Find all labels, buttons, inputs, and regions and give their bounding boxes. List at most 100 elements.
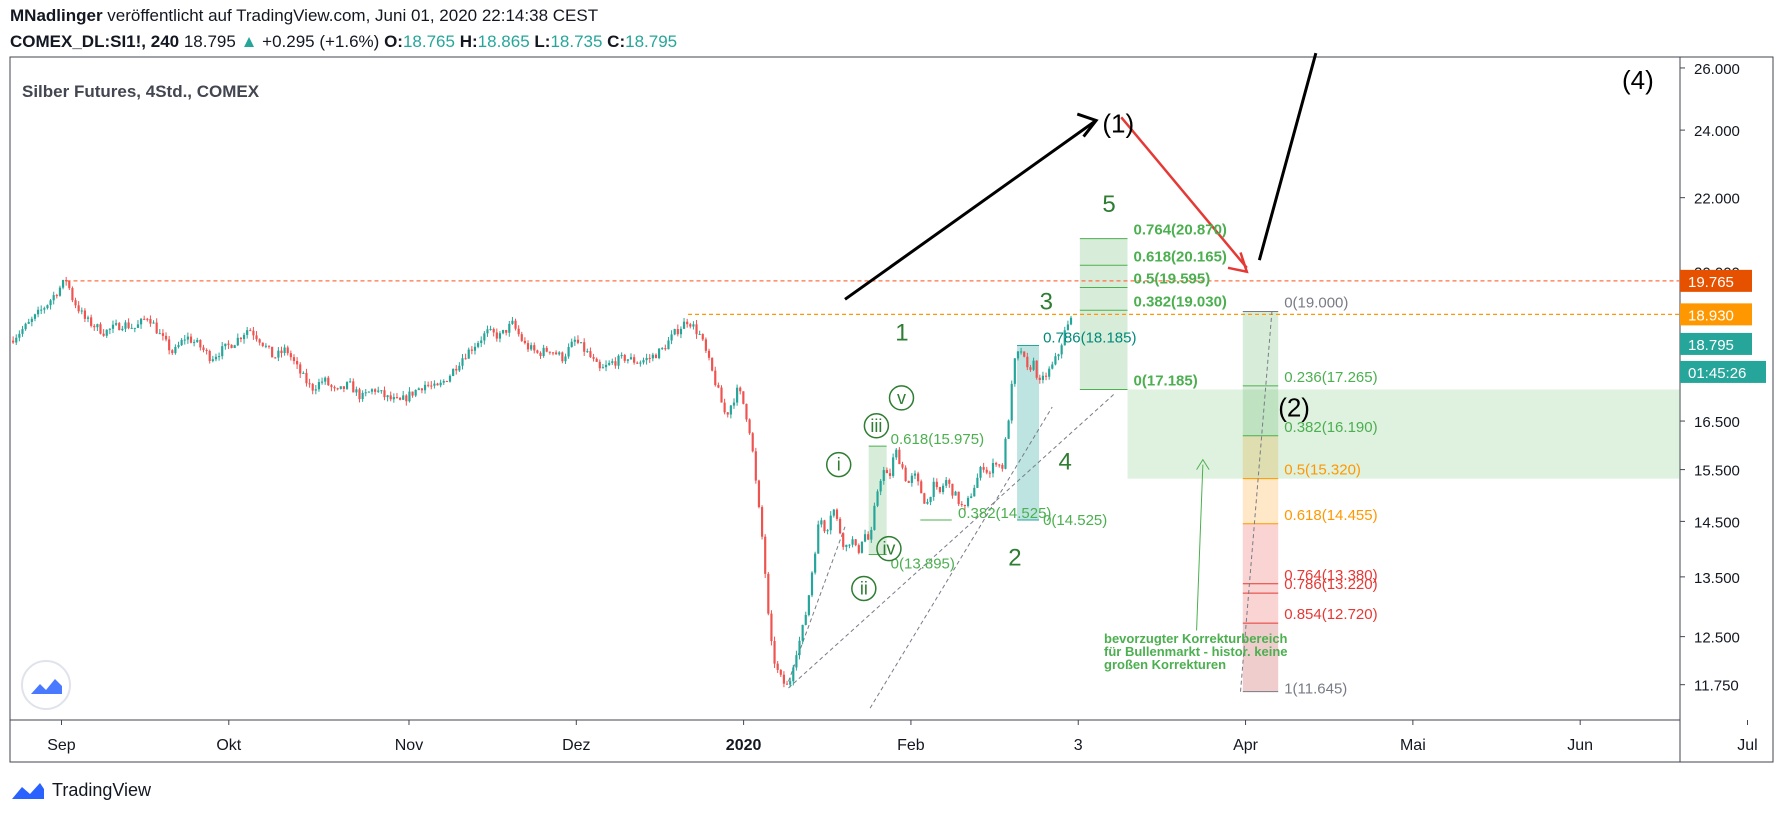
candle-body <box>938 487 942 493</box>
candle-body <box>146 318 149 320</box>
candle-body <box>327 377 330 386</box>
wave-1-arrowhead <box>1076 112 1099 138</box>
candle-body <box>96 324 99 328</box>
tradingview-brand[interactable]: TradingView <box>52 779 152 800</box>
candle-body <box>71 288 74 301</box>
candle-body <box>686 321 689 325</box>
candle-body <box>227 343 230 345</box>
candle-body <box>433 383 436 386</box>
candle-body <box>90 317 93 326</box>
candle-body <box>392 397 395 400</box>
candle-body <box>801 624 804 641</box>
wave-label-minor-2: 2 <box>1008 544 1021 571</box>
candle-body <box>271 346 274 358</box>
candle-body <box>255 335 258 340</box>
candle-body <box>732 402 736 406</box>
candle-body <box>945 480 948 486</box>
fib-ext-small-label: 0.382(14.525) <box>958 505 1051 522</box>
candle-body <box>267 345 271 347</box>
x-tick-label: Okt <box>216 737 241 754</box>
candle-body <box>105 329 108 336</box>
candle-body <box>358 389 361 400</box>
candle-body <box>121 328 124 331</box>
candle-body <box>299 364 302 374</box>
candle-body <box>626 359 629 361</box>
wave-circle <box>888 385 915 411</box>
candle-body <box>520 334 523 341</box>
candle-body <box>595 358 598 362</box>
low-label: L: <box>534 32 551 51</box>
candle-body <box>867 534 870 540</box>
publish-text: veröffentlicht auf TradingView.com, Juni… <box>107 6 599 25</box>
y-tick-label: 13.500 <box>1694 570 1740 587</box>
wave-label-2: (2) <box>1278 392 1310 422</box>
candle-body <box>221 346 224 357</box>
candle-body <box>58 287 62 296</box>
candle-body <box>377 390 380 392</box>
candle-body <box>224 343 227 347</box>
x-tick-label: 3 <box>1074 737 1083 754</box>
candle-body <box>492 328 495 333</box>
candle-body <box>729 405 732 415</box>
candle-body <box>239 337 243 340</box>
fib-ext-small-label: 0(13.895) <box>891 555 955 572</box>
candle-body <box>286 347 289 354</box>
candle-body <box>452 368 455 376</box>
candle-body <box>380 390 383 392</box>
annotation-arrowhead <box>1196 458 1210 470</box>
candle-body <box>473 346 477 351</box>
wave-label-1: (1) <box>1102 108 1134 138</box>
candle-body <box>917 473 920 482</box>
candle-body <box>40 309 43 311</box>
wave-label-roman: iv <box>882 539 895 559</box>
y-tick-label: 14.500 <box>1694 514 1740 531</box>
candle-body <box>779 669 782 675</box>
candle-body <box>408 391 411 402</box>
wave-label-4: (4) <box>1622 65 1654 95</box>
candle-body <box>168 339 171 351</box>
open-value: 18.765 <box>402 32 455 51</box>
price-label-box <box>1680 269 1752 292</box>
candle-body <box>511 320 514 324</box>
candle-body <box>12 340 15 343</box>
candle-body <box>133 327 136 329</box>
candle-body <box>108 328 111 330</box>
candle-body <box>199 340 202 348</box>
symbol-label: COMEX_DL:SI1!, 240 <box>10 32 180 51</box>
candle-body <box>302 372 305 374</box>
author-name[interactable]: MNadlinger <box>10 6 103 25</box>
candle-body <box>324 377 327 382</box>
candle-body <box>1038 377 1041 380</box>
candle-body <box>389 395 392 400</box>
candle-body <box>523 340 526 344</box>
candle-body <box>611 361 614 363</box>
candle-body <box>46 305 49 309</box>
candle-body <box>483 333 486 341</box>
candle-body <box>695 324 698 335</box>
candle-body <box>711 357 714 371</box>
candle-body <box>657 348 661 359</box>
candle-body <box>966 497 970 506</box>
candle-body <box>754 451 757 481</box>
candle-body <box>620 354 623 356</box>
candle-body <box>80 310 83 312</box>
candle-body <box>52 295 55 301</box>
tradingview-logo-button[interactable] <box>21 660 71 710</box>
fib-retrace-band <box>1242 523 1279 584</box>
price-label-text: 01:45:26 <box>1688 365 1746 382</box>
x-tick-label: Apr <box>1233 737 1259 754</box>
candle-body <box>15 337 18 343</box>
candle-body <box>579 342 583 344</box>
candle-body <box>633 357 636 363</box>
wave-3-arrow <box>1257 52 1318 261</box>
fib-ext-large-label: 0(17.185) <box>1134 372 1198 389</box>
candle-body <box>193 342 196 344</box>
candle-body <box>420 388 424 391</box>
candle-body <box>1066 324 1069 331</box>
candle-body <box>143 318 146 320</box>
wave-2-arrowhead <box>1227 252 1249 274</box>
wave-circle <box>863 413 890 439</box>
fib-retrace-label: 0.764(13.380) <box>1284 567 1377 584</box>
fib-retrace-band <box>1242 435 1279 479</box>
